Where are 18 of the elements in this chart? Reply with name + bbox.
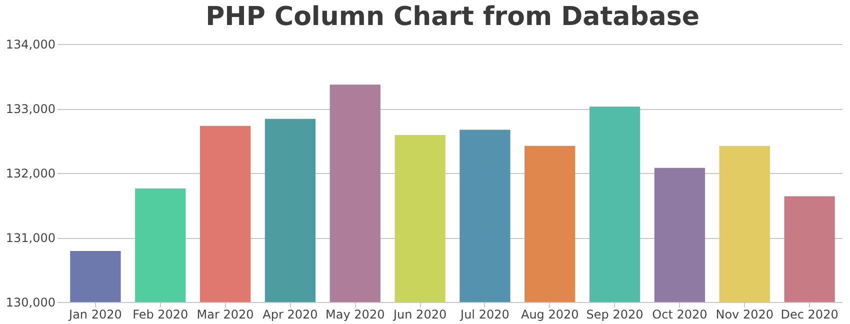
x-tick-label: Nov 2020 [716, 308, 774, 322]
x-tick-label: Aug 2020 [520, 308, 579, 322]
x-tick-label: Feb 2020 [132, 308, 188, 322]
y-tick-label: 131,000 [6, 231, 56, 245]
x-tick-label: Apr 2020 [262, 308, 318, 322]
x-tick-label: Dec 2020 [780, 308, 838, 322]
x-tick-label: Jul 2020 [460, 308, 510, 322]
chart-title: PHP Column Chart from Database [206, 2, 700, 32]
x-tick-label: May 2020 [326, 308, 385, 322]
x-tick-label: Oct 2020 [652, 308, 708, 322]
y-tick-label: 132,000 [6, 166, 56, 180]
y-tick-label: 133,000 [6, 102, 56, 116]
x-tick-label: Sep 2020 [586, 308, 644, 322]
y-tick-label: 134,000 [6, 38, 56, 52]
x-tick-label: Mar 2020 [196, 308, 254, 322]
x-tick-label: Jan 2020 [68, 308, 122, 322]
y-tick-label: 130,000 [6, 296, 56, 310]
x-tick-label: Jun 2020 [392, 308, 447, 322]
